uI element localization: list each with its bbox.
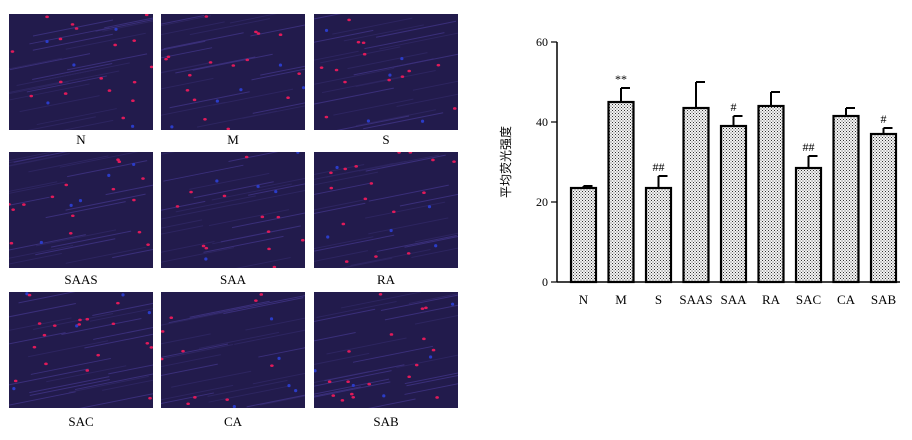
bar-saa [719, 124, 748, 284]
y-tick-label: 60 [536, 35, 548, 49]
bar-sac [794, 166, 823, 284]
micrograph-panel-sac [9, 292, 153, 408]
x-tick-label: SAB [871, 292, 897, 307]
x-tick-label: N [579, 292, 589, 307]
panel-label: SAC [68, 414, 94, 429]
panel-label: SAB [373, 414, 399, 429]
significance-mark: ** [615, 72, 627, 86]
panel-label: CA [223, 414, 243, 429]
micrograph-panel-sab [314, 292, 458, 408]
y-axis-label: 平均荧光强度 [498, 126, 513, 198]
y-tick-label: 0 [542, 275, 548, 289]
micrograph-panel-saa [161, 152, 305, 268]
micrograph-image [9, 152, 153, 265]
micrograph-image [314, 292, 458, 408]
panel-label: SAA [219, 272, 246, 287]
significance-mark: # [731, 100, 737, 114]
bar-n [569, 186, 598, 284]
micrograph-image [9, 292, 153, 408]
micrograph-image [161, 293, 305, 408]
x-tick-label: S [655, 292, 662, 307]
micrograph-panel-n [9, 14, 153, 130]
panel-label: S [382, 132, 390, 147]
bar-m [607, 100, 635, 284]
y-tick-label: 20 [536, 195, 548, 209]
bar-s [644, 186, 673, 284]
bar-sab [869, 132, 898, 284]
micrograph-panel-ra [314, 152, 458, 268]
bar-ra [757, 104, 785, 284]
bar-ca [832, 114, 860, 284]
micrograph-image [314, 14, 458, 130]
fluorescence-bar-chart: 0 20 40 60 平均荧光强度 N ** M ## S SAAS # SAA RA ## SAC CA # SA… [498, 35, 900, 307]
x-tick-label: SAAS [679, 292, 712, 307]
panel-label: N [76, 132, 86, 147]
panel-label: M [227, 132, 239, 147]
significance-mark: # [881, 112, 887, 126]
micrograph-image [314, 152, 458, 268]
micrograph-image [9, 14, 153, 130]
x-tick-label: RA [762, 292, 781, 307]
micrograph-panel-m [161, 14, 305, 130]
x-tick-label: CA [837, 292, 856, 307]
panel-label: SAAS [64, 272, 98, 287]
y-tick-label: 40 [536, 115, 548, 129]
micrograph-image [161, 14, 305, 130]
x-tick-label: M [615, 292, 627, 307]
panel-label: RA [376, 272, 396, 287]
micrograph-panel-saas [9, 152, 153, 268]
bar-saas [682, 106, 710, 284]
significance-mark: ## [803, 140, 815, 154]
micrograph-panel-ca [161, 292, 305, 408]
micrograph-panel-s [314, 14, 458, 130]
micrograph-image [161, 152, 305, 268]
significance-mark: ## [653, 160, 665, 174]
x-tick-label: SAA [720, 292, 747, 307]
x-tick-label: SAC [796, 292, 821, 307]
